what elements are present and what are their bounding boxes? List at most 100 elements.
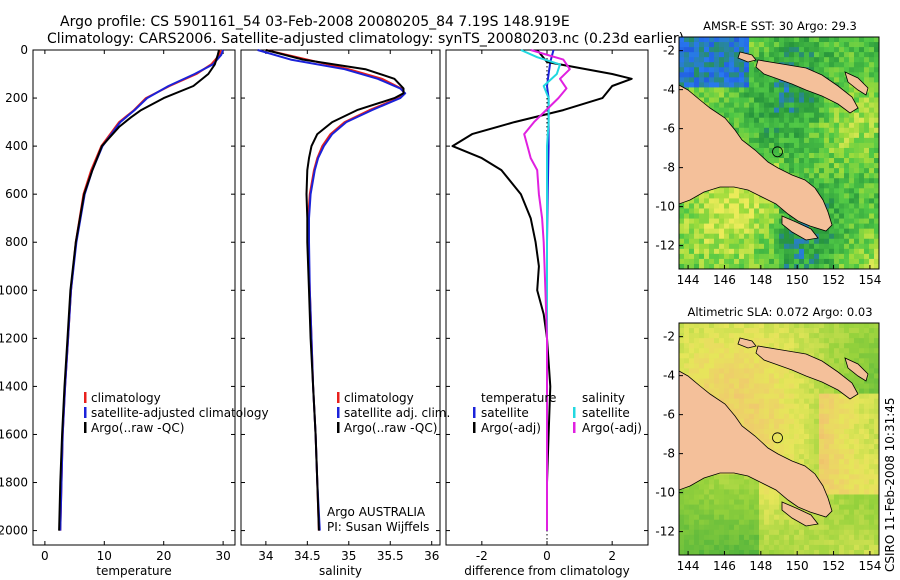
heatmap-cell (824, 393, 830, 400)
heatmap-cell (729, 233, 735, 240)
heatmap-cell (729, 253, 735, 260)
heatmap-cell (764, 378, 770, 384)
heatmap-cell (764, 37, 770, 43)
heatmap-cell (704, 479, 710, 485)
heatmap-cell (734, 122, 740, 129)
heatmap-cell (749, 87, 755, 93)
heatmap-cell (834, 353, 840, 359)
heatmap-cell (744, 233, 750, 240)
heatmap-cell (799, 323, 805, 329)
x-tick-label: 144 (677, 273, 700, 287)
heatmap-cell (724, 323, 730, 329)
heatmap-cell (874, 147, 879, 154)
heatmap-cell (854, 358, 860, 364)
heatmap-cell (759, 122, 765, 129)
heatmap-cell (714, 208, 720, 214)
heatmap-cell (829, 168, 835, 174)
heatmap-cell (694, 539, 700, 546)
heatmap-cell (874, 388, 879, 395)
heatmap-cell (809, 253, 815, 260)
heatmap-cell (864, 203, 870, 209)
heatmap-cell (779, 47, 785, 53)
heatmap-cell (869, 117, 875, 124)
heatmap-cell (799, 534, 805, 541)
heatmap-cell (839, 469, 845, 475)
heatmap-cell (729, 213, 735, 219)
heatmap-cell (774, 42, 780, 48)
heatmap-cell (849, 544, 855, 551)
heatmap-cell (834, 203, 840, 209)
heatmap-cell (809, 92, 815, 98)
heatmap-cell (859, 102, 865, 109)
heatmap-cell (754, 338, 760, 344)
heatmap-cell (819, 514, 825, 521)
heatmap-cell (849, 122, 855, 129)
heatmap-cell (869, 534, 875, 541)
heatmap-cell (739, 408, 745, 415)
heatmap-cell (779, 449, 785, 455)
heatmap-cell (799, 87, 805, 93)
heatmap-cell (719, 57, 725, 63)
heatmap-cell (754, 238, 760, 245)
heatmap-cell (869, 323, 875, 329)
heatmap-cell (764, 529, 770, 536)
heatmap-cell (784, 258, 790, 265)
heatmap-cell (824, 464, 830, 470)
heatmap-cell (819, 403, 825, 410)
heatmap-cell (799, 132, 805, 139)
heatmap-cell (794, 153, 800, 159)
heatmap-cell (709, 383, 715, 389)
heatmap-cell (869, 112, 875, 119)
heatmap-cell (839, 499, 845, 505)
heatmap-cell (764, 494, 770, 500)
heatmap-cell (859, 132, 865, 139)
heatmap-cell (859, 358, 865, 364)
heatmap-cell (874, 223, 879, 230)
heatmap-cell (874, 218, 879, 225)
heatmap-cell (789, 122, 795, 129)
heatmap-cell (779, 494, 785, 500)
heatmap-cell (849, 439, 855, 445)
heatmap-cell (679, 57, 685, 63)
heatmap-cell (854, 178, 860, 184)
heatmap-cell (844, 454, 850, 460)
heatmap-cell (729, 534, 735, 541)
heatmap-cell (859, 218, 865, 225)
heatmap-cell (704, 213, 710, 219)
heatmap-cell (744, 253, 750, 260)
heatmap-cell (724, 208, 730, 214)
heatmap-cell (869, 178, 875, 184)
heatmap-cell (784, 323, 790, 329)
heatmap-cell (844, 127, 850, 134)
heatmap-cell (799, 102, 805, 109)
heatmap-cell (814, 107, 820, 114)
heatmap-cell (814, 383, 820, 389)
heatmap-cell (769, 323, 775, 329)
heatmap-cell (854, 238, 860, 245)
heatmap-cell (739, 62, 745, 68)
heatmap-cell (799, 97, 805, 103)
heatmap-cell (864, 479, 870, 485)
heatmap-cell (704, 47, 710, 53)
heatmap-cell (864, 67, 870, 73)
heatmap-cell (779, 238, 785, 245)
heatmap-cell (794, 117, 800, 124)
heatmap-cell (834, 127, 840, 134)
heatmap-cell (874, 173, 879, 179)
x-tick-label: 154 (858, 273, 881, 287)
heatmap-cell (719, 263, 725, 269)
heatmap-cell (684, 213, 690, 219)
heatmap-cell (784, 102, 790, 109)
heatmap-cell (764, 383, 770, 389)
x-axis-label: salinity (319, 564, 362, 578)
heatmap-cell (864, 494, 870, 500)
heatmap-cell (779, 418, 785, 425)
heatmap-cell (789, 62, 795, 68)
heatmap-cell (689, 238, 695, 245)
heatmap-cell (834, 67, 840, 73)
heatmap-cell (869, 494, 875, 500)
heatmap-cell (814, 112, 820, 119)
heatmap-cell (744, 82, 750, 88)
heatmap-cell (739, 373, 745, 379)
heatmap-cell (854, 213, 860, 219)
